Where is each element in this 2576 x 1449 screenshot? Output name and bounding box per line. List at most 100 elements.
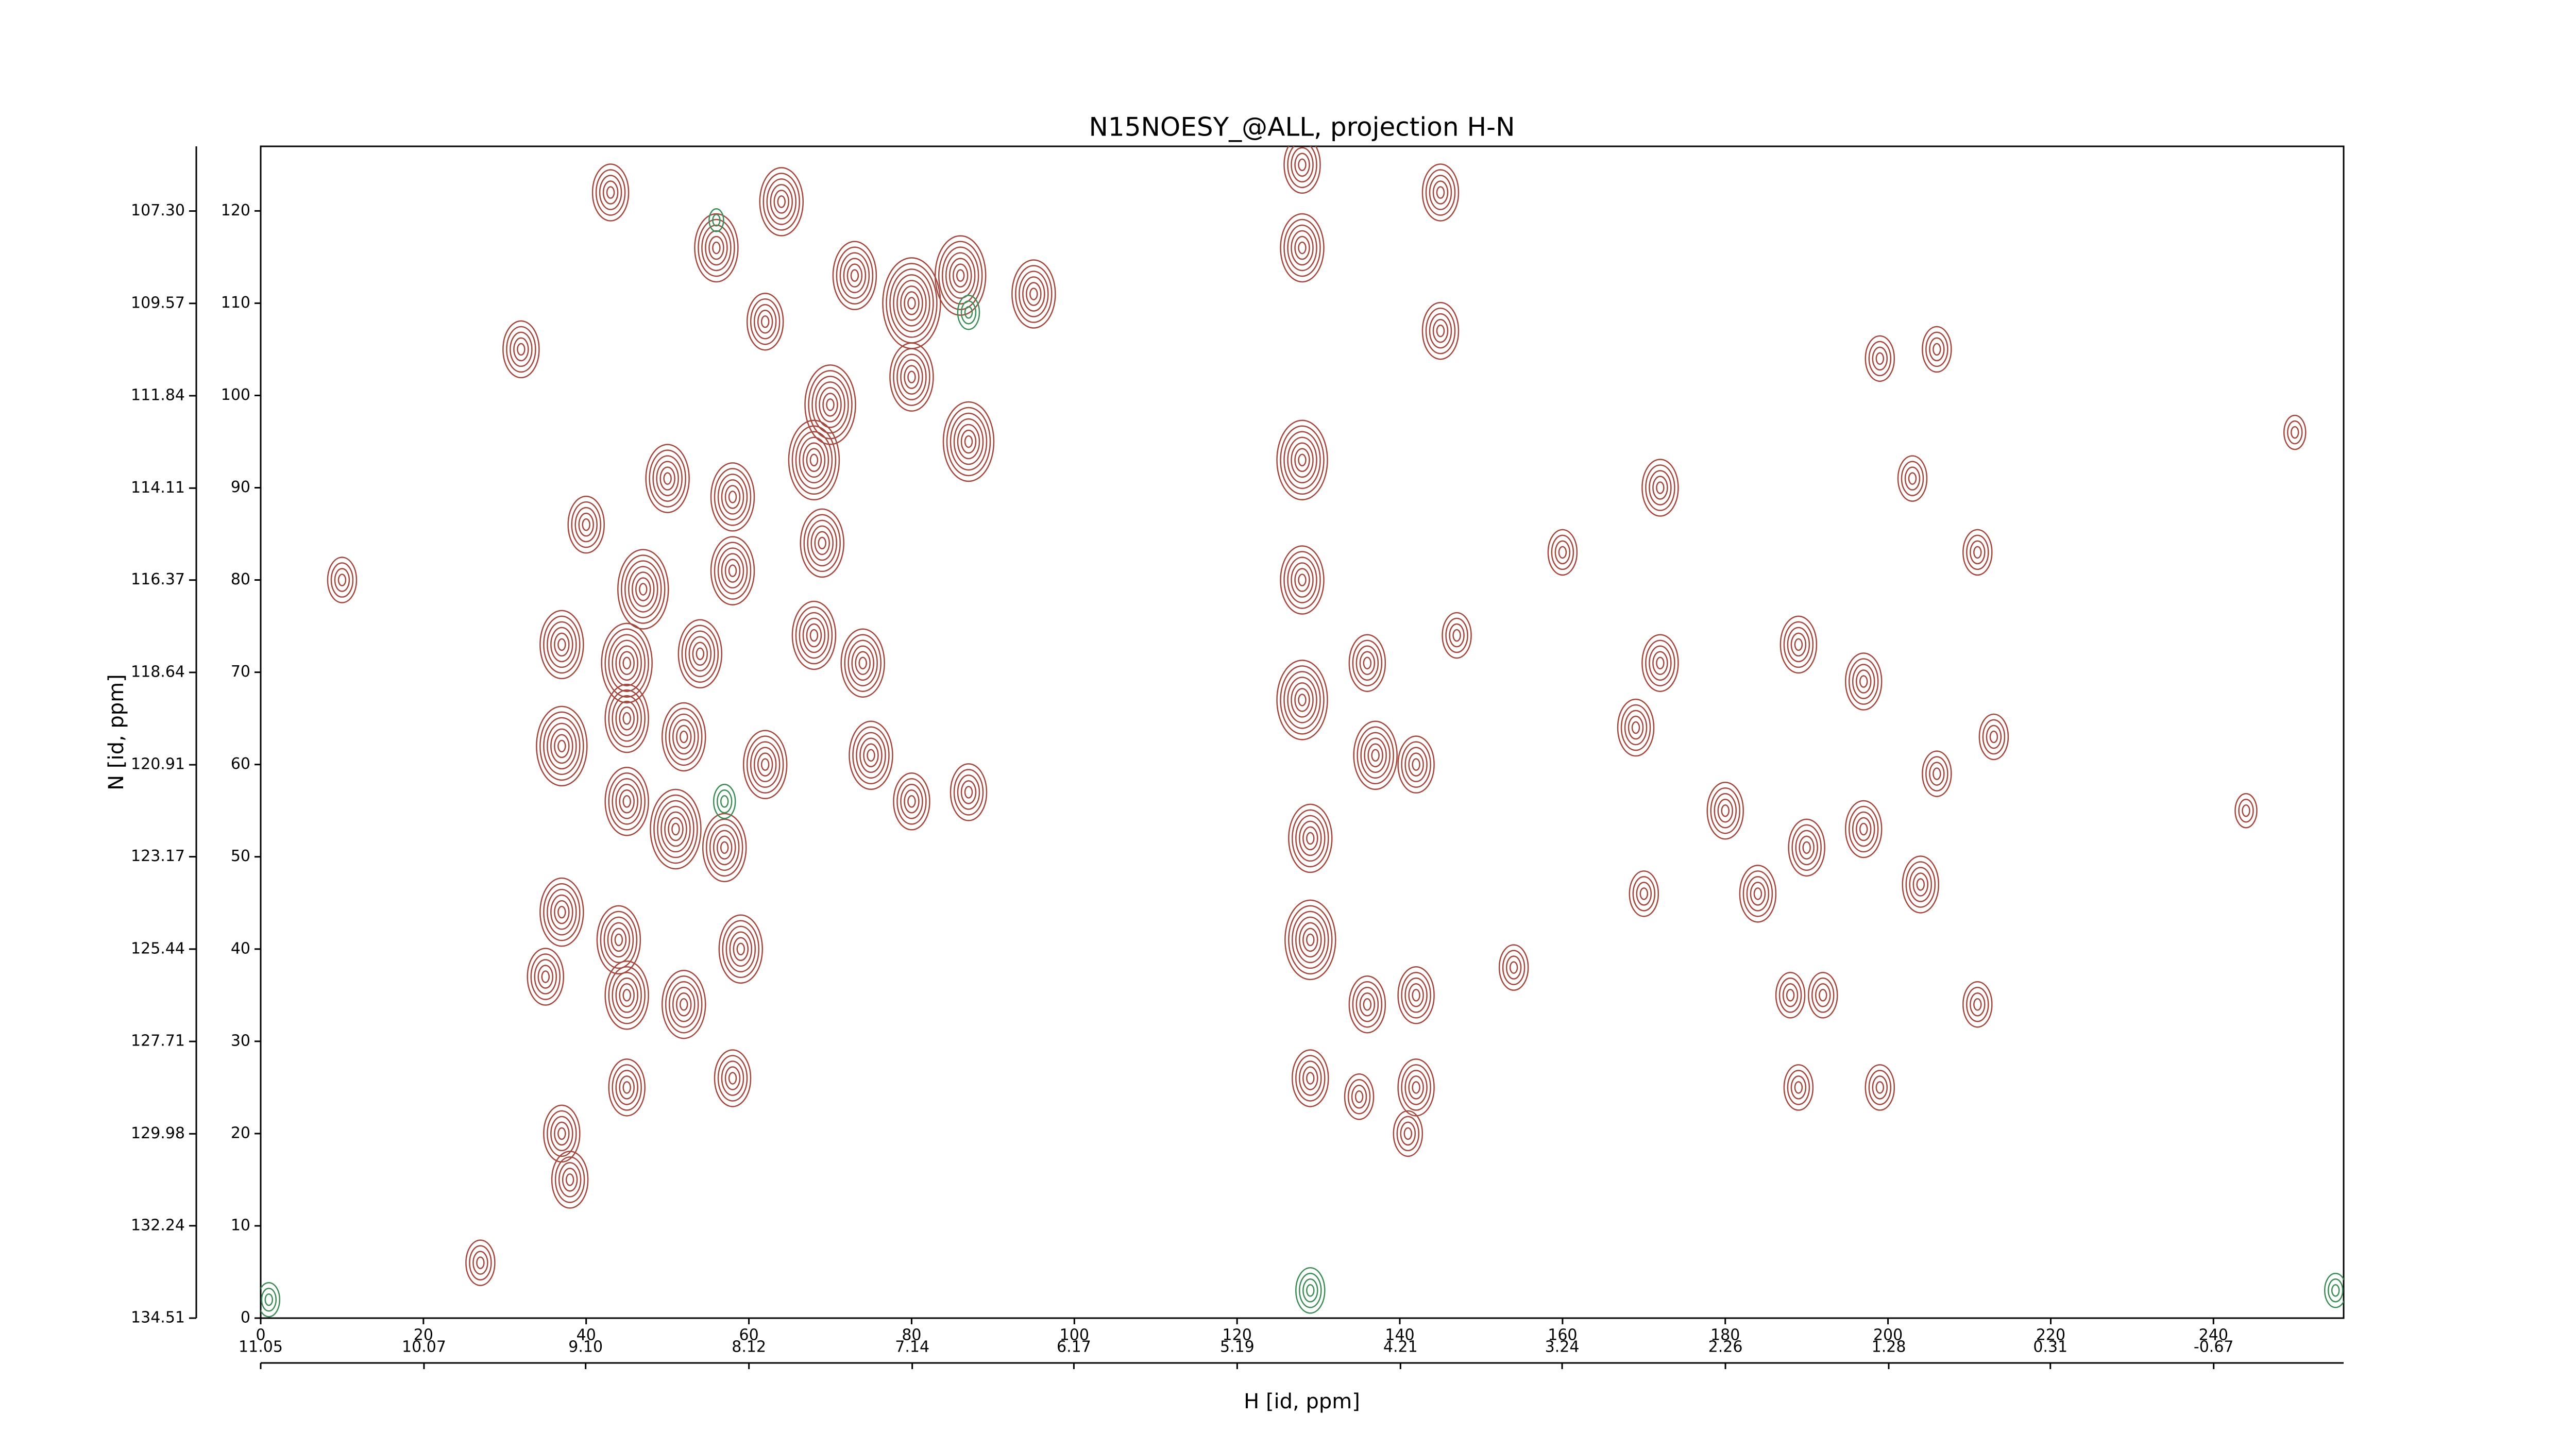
contour-ring xyxy=(537,965,554,989)
y2-tick-label: 111.84 xyxy=(131,386,185,405)
peak xyxy=(713,784,736,819)
contour-ring xyxy=(1280,665,1325,735)
peak xyxy=(2234,793,2258,829)
x2-tick-label: 6.17 xyxy=(1057,1338,1091,1356)
contour-ring xyxy=(712,213,721,227)
contour-ring xyxy=(1026,282,1042,306)
y2-tick-label: 116.37 xyxy=(131,570,185,588)
contour-ring xyxy=(717,474,748,520)
contour-ring xyxy=(1348,975,1386,1034)
peak xyxy=(567,495,605,554)
contour-ring xyxy=(1404,1070,1428,1105)
contour-ring xyxy=(900,359,923,395)
contour-ring xyxy=(557,739,566,753)
contour-ring xyxy=(536,705,588,787)
contour-ring xyxy=(762,173,800,231)
contour-ring xyxy=(809,629,819,642)
contour-ring xyxy=(1811,978,1835,1013)
contour-ring xyxy=(1360,732,1391,779)
contour-ring xyxy=(705,230,728,266)
contour-ring xyxy=(802,442,826,478)
contour-ring xyxy=(1925,331,1948,367)
contour-ring xyxy=(815,381,845,428)
contour-ring xyxy=(614,933,623,947)
x-tick-label: 60 xyxy=(739,1326,758,1344)
contour-ring xyxy=(1295,1055,1326,1102)
contour-ring xyxy=(1302,826,1318,851)
contour-ring xyxy=(701,224,732,272)
contour-ring xyxy=(714,468,752,526)
contour-ring xyxy=(672,719,696,755)
contour-ring xyxy=(554,734,570,759)
contour-ring xyxy=(1970,992,1986,1017)
contour-ring xyxy=(957,424,980,460)
peak xyxy=(957,295,980,330)
contour-ring xyxy=(814,531,830,555)
contour-ring xyxy=(547,621,577,668)
contour-ring xyxy=(612,1064,642,1111)
contour-ring xyxy=(904,291,920,315)
contour-ring xyxy=(1397,966,1435,1024)
peak xyxy=(1844,800,1883,858)
contour-ring xyxy=(1897,455,1928,502)
contour-ring xyxy=(2324,1273,2344,1308)
contour-ring xyxy=(615,700,638,736)
contour-ring xyxy=(942,401,995,482)
y-tick-label: 0 xyxy=(241,1309,250,1327)
peak xyxy=(551,1151,589,1209)
chart-title: N15NOESY_@ALL, projection H-N xyxy=(1089,112,1515,142)
contour-ring xyxy=(1421,163,1460,222)
contour-ring xyxy=(502,320,540,379)
contour-ring xyxy=(1452,629,1461,642)
contour-ring xyxy=(604,628,649,698)
contour-ring xyxy=(728,564,737,577)
contour-ring xyxy=(1294,448,1310,473)
contour-ring xyxy=(907,297,916,310)
contour-ring xyxy=(712,241,721,255)
contour-ring xyxy=(1292,809,1329,868)
y2-tick-label: 129.98 xyxy=(131,1124,185,1142)
contour-ring xyxy=(811,376,849,434)
contour-ring xyxy=(777,195,786,208)
contour-ring xyxy=(692,642,708,666)
peak xyxy=(650,788,702,870)
peak xyxy=(1442,612,1472,659)
contour-ring xyxy=(1432,180,1449,205)
contour-ring xyxy=(1787,627,1810,663)
contour-ring xyxy=(1875,1081,1885,1094)
contour-ring xyxy=(1652,651,1668,675)
contour-ring xyxy=(539,877,584,947)
contour-ring xyxy=(941,246,979,305)
contour-ring xyxy=(543,717,581,776)
contour-ring xyxy=(855,651,871,675)
contour-ring xyxy=(547,1110,577,1157)
contour-ring xyxy=(2242,804,2250,817)
peak xyxy=(1284,899,1336,981)
contour-ring xyxy=(694,213,739,283)
contour-ring xyxy=(721,1060,744,1096)
contour-ring xyxy=(1302,1278,1318,1303)
contour-ring xyxy=(960,429,977,454)
contour-ring xyxy=(960,780,977,804)
y2-tick-label: 127.71 xyxy=(131,1032,185,1050)
peak xyxy=(889,342,934,412)
contour-ring xyxy=(1401,741,1431,788)
contour-ring xyxy=(819,387,842,423)
contour-ring xyxy=(900,285,923,321)
contour-ring xyxy=(809,453,819,467)
x2-tick-label: 1.28 xyxy=(1872,1338,1906,1356)
contour-ring xyxy=(750,298,781,345)
contour-ring xyxy=(1408,1075,1424,1100)
y-tick-label: 60 xyxy=(231,755,250,773)
contour-ring xyxy=(1802,841,1811,854)
contour-ring xyxy=(849,720,893,790)
contour-ring xyxy=(550,894,573,930)
peak xyxy=(604,683,649,753)
contour-ring xyxy=(896,280,927,327)
contour-ring xyxy=(567,495,605,554)
contour-ring xyxy=(1848,805,1879,853)
y2-tick-label: 107.30 xyxy=(131,201,185,220)
peak xyxy=(1962,529,1993,576)
contour-ring xyxy=(710,462,755,532)
contour-ring xyxy=(1396,1116,1420,1152)
